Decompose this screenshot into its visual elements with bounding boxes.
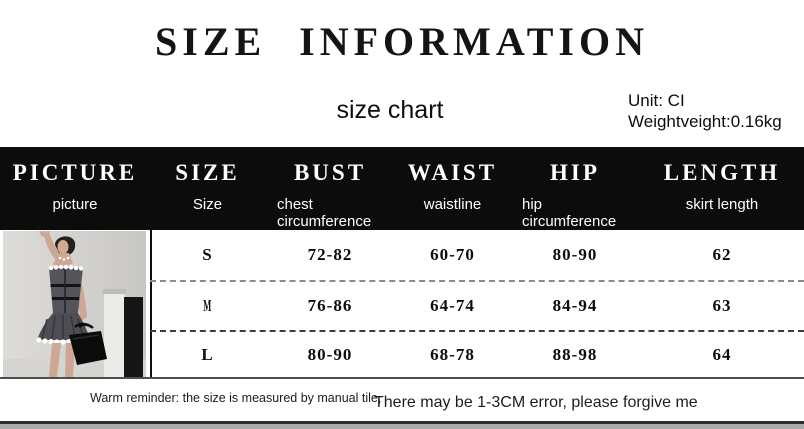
measurement-error-note: There may be 1-3CM error, please forgive… (374, 394, 698, 411)
cell-length: 63 (712, 296, 732, 315)
column-label: BUST (293, 160, 367, 185)
column-sublabel: Size (192, 196, 223, 213)
column-header-waist: WAIST waistline (395, 147, 510, 230)
column-header-picture: PICTURE picture (0, 147, 150, 230)
cell-hip: 88-98 (552, 345, 598, 364)
bottom-shade (0, 424, 804, 429)
cell-hip: 80-90 (552, 245, 598, 264)
cell-size: S (202, 245, 213, 264)
column-header-size: SIZE Size (150, 147, 265, 230)
unit-info: Unit: CI Weightveight:0.16kg (628, 90, 782, 132)
column-label: SIZE (175, 160, 240, 185)
cell-size: L (201, 345, 214, 364)
column-sublabel: hip circumference (522, 196, 617, 230)
cell-bust: 80-90 (307, 345, 353, 364)
table-row: S 72-82 60-70 80-90 62 (150, 230, 804, 282)
column-label: LENGTH (663, 160, 781, 185)
cell-waist: 64-74 (430, 296, 475, 315)
table-bottom-rule (0, 377, 804, 379)
column-sublabel: skirt length (685, 196, 759, 213)
size-table-body: S 72-82 60-70 80-90 62 M 76-86 64-74 84-… (150, 230, 804, 378)
column-sublabel: waistline (423, 196, 482, 213)
cell-length: 64 (712, 345, 732, 364)
bottom-rule (0, 421, 804, 424)
cell-bust: 76-86 (307, 296, 353, 315)
column-sublabel: chest circumference (277, 196, 372, 230)
cell-waist: 68-78 (430, 345, 475, 364)
page-title: SIZE INFORMATION (155, 19, 649, 64)
cell-bust: 72-82 (307, 245, 353, 264)
size-chart-subtitle: size chart (336, 96, 444, 124)
table-row: M 76-86 64-74 84-94 63 (150, 282, 804, 332)
unit-line: Unit: CI (628, 91, 685, 110)
table-header: PICTURE picture SIZE Size BUST chest cir… (0, 147, 804, 230)
cell-waist: 60-70 (430, 245, 475, 264)
column-header-bust: BUST chest circumference (265, 147, 395, 230)
product-photo (3, 231, 146, 377)
weight-line: Weightveight:0.16kg (628, 112, 782, 131)
warm-reminder-note: Warm reminder: the size is measured by m… (90, 391, 382, 405)
cell-length: 62 (712, 245, 732, 264)
size-m-label: M (203, 296, 212, 315)
column-label: WAIST (407, 160, 498, 185)
column-label: PICTURE (12, 160, 138, 185)
column-header-length: LENGTH skirt length (640, 147, 804, 230)
picture-column-divider (150, 230, 152, 378)
table-row: L 80-90 68-78 88-98 64 (150, 332, 804, 378)
cell-size: M (150, 296, 265, 316)
cell-hip: 84-94 (552, 296, 598, 315)
column-label: HIP (550, 160, 600, 185)
column-sublabel: picture (52, 196, 98, 213)
column-header-hip: HIP hip circumference (510, 147, 640, 230)
